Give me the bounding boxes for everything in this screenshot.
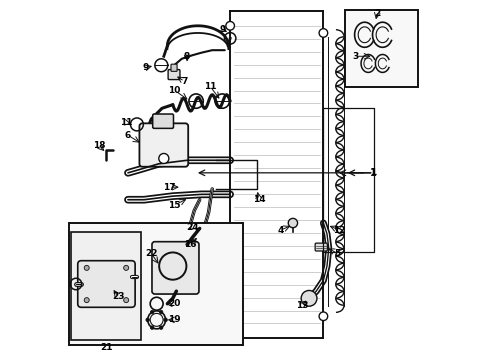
Circle shape [319,312,327,320]
Text: 15: 15 [168,201,181,210]
Text: 21: 21 [100,343,112,352]
Text: 9: 9 [142,63,149,72]
FancyBboxPatch shape [139,123,188,167]
Circle shape [225,22,234,30]
Text: 22: 22 [145,249,157,258]
Circle shape [123,265,128,270]
Circle shape [287,219,297,228]
Text: 11: 11 [204,82,216,91]
Text: 2: 2 [373,9,380,18]
Text: 23: 23 [112,292,124,301]
Text: 13: 13 [295,301,307,310]
Text: 10: 10 [168,86,181,95]
Circle shape [225,319,234,328]
Circle shape [150,310,154,314]
Bar [344,10,418,87]
FancyBboxPatch shape [152,242,199,294]
Circle shape [159,153,168,163]
Circle shape [150,326,154,329]
Text: 3: 3 [352,52,358,61]
Bar [70,232,140,339]
Text: 8: 8 [183,52,190,61]
Circle shape [123,298,128,303]
Text: 7: 7 [181,77,187,86]
Text: 6: 6 [124,131,131,140]
FancyBboxPatch shape [152,114,173,129]
Circle shape [84,298,89,303]
Circle shape [301,291,316,306]
Text: 20: 20 [168,299,181,308]
Circle shape [84,265,89,270]
FancyBboxPatch shape [171,64,177,71]
FancyBboxPatch shape [168,69,180,80]
Text: 4: 4 [277,226,283,235]
Text: 5: 5 [334,249,340,258]
FancyBboxPatch shape [78,261,135,307]
Circle shape [163,318,167,321]
Bar [69,223,242,345]
Text: 17: 17 [163,183,175,192]
Text: 1: 1 [370,168,376,177]
FancyBboxPatch shape [314,243,326,251]
Circle shape [319,29,327,37]
Text: 16: 16 [184,240,197,249]
Text: 9: 9 [219,25,226,34]
Text: 14: 14 [252,195,264,204]
Circle shape [159,326,163,329]
Circle shape [159,310,163,314]
Text: 1: 1 [369,168,376,178]
Text: 24: 24 [186,223,199,232]
Text: 12: 12 [333,226,345,235]
Circle shape [145,318,149,321]
Text: 19: 19 [168,315,181,324]
Text: 11: 11 [120,118,132,127]
Text: 18: 18 [93,141,105,150]
